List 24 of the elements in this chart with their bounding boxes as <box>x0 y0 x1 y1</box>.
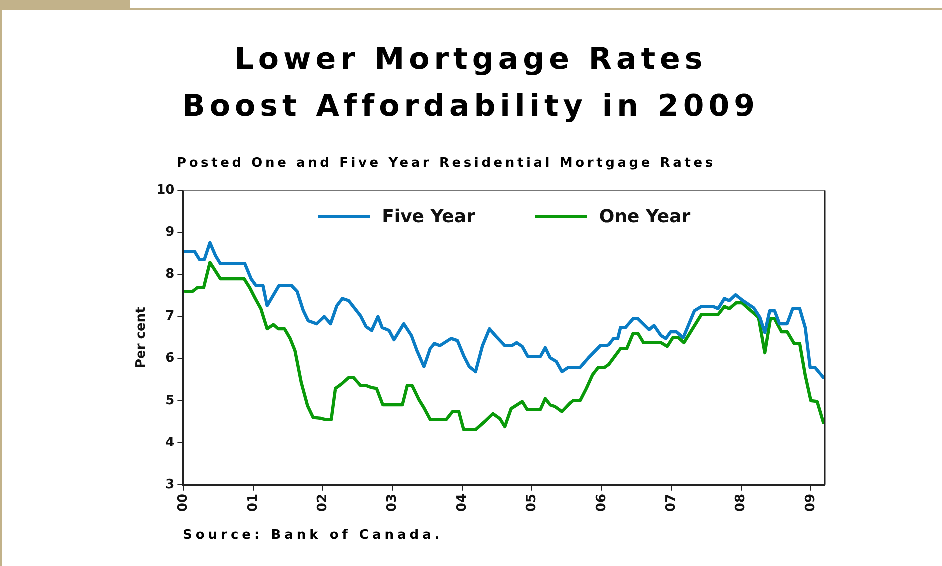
x-tick-label: 06 <box>594 494 610 512</box>
x-tick-label: 01 <box>246 494 261 512</box>
y-tick-label: 5 <box>166 393 175 408</box>
source-note: Source: Bank of Canada. <box>183 528 444 543</box>
y-tick-label: 4 <box>166 435 175 450</box>
y-tick-label: 3 <box>166 477 175 492</box>
x-tick-label: 00 <box>176 494 192 512</box>
legend-label: One Year <box>599 206 691 228</box>
y-tick-label: 6 <box>166 351 175 366</box>
x-tick-label: 04 <box>454 494 470 512</box>
x-tick-label: 08 <box>734 494 749 512</box>
chart-title: Lower Mortgage Rates Boost Affordability in 2009 <box>182 41 760 126</box>
x-tick-label: 02 <box>315 494 330 512</box>
y-tick-label: 10 <box>156 183 175 198</box>
y-tick-label: 9 <box>166 225 175 240</box>
y-tick-label: 8 <box>166 267 175 282</box>
legend-label: Five Year <box>382 206 476 228</box>
y-tick-label: 7 <box>166 309 175 324</box>
x-tick-label: 07 <box>664 494 680 512</box>
x-tick-label: 09 <box>803 494 818 512</box>
chart-subtitle: Posted One and Five Year Residential Mortgage Rates <box>177 156 716 171</box>
x-tick-label: 03 <box>385 494 400 512</box>
y-axis-title: Per cent <box>134 307 150 368</box>
x-tick-label: 05 <box>524 494 540 512</box>
